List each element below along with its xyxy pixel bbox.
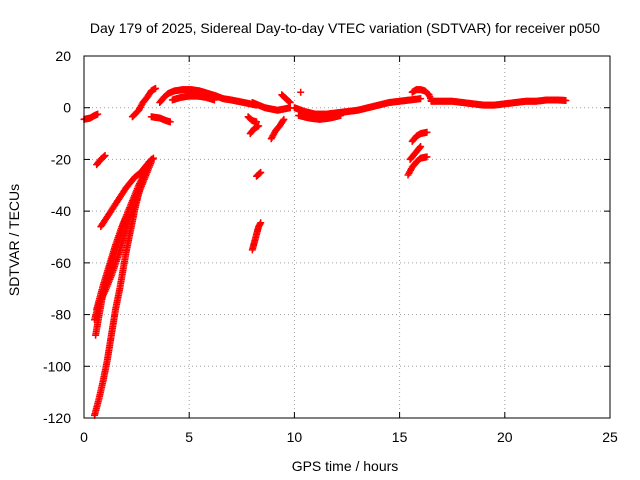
- x-tick-label: 15: [392, 429, 408, 445]
- y-tick-label: -80: [51, 307, 71, 323]
- x-tick-label: 25: [602, 429, 618, 445]
- data-point: [423, 128, 431, 136]
- series-left-start: [80, 110, 102, 123]
- series-short-drop-b: [246, 122, 263, 138]
- y-tick-label: 20: [55, 48, 71, 64]
- plot-frame: [83, 55, 611, 419]
- y-tick-label: -120: [43, 410, 71, 426]
- y-tick-label: -40: [51, 203, 71, 219]
- data-point: [147, 155, 155, 163]
- data-point: [257, 168, 265, 176]
- series-drop-16b: [404, 153, 431, 179]
- series-rise-9: [267, 115, 288, 143]
- chart-title: Day 179 of 2025, Sidereal Day-to-day VTE…: [90, 20, 600, 36]
- series-dot-10: [297, 88, 305, 96]
- x-tick-label: 5: [185, 429, 193, 445]
- series-main-band-low: [295, 111, 345, 123]
- data-point: [210, 96, 218, 104]
- series-drop-16c: [406, 143, 425, 163]
- data-point: [279, 117, 287, 125]
- data-point: [285, 98, 293, 106]
- series-mid-flat: [248, 99, 294, 114]
- series-arc-upper: [93, 152, 109, 169]
- x-axis-label: GPS time / hours: [292, 458, 399, 474]
- series-hump-lower: [168, 92, 218, 104]
- data-point: [562, 96, 570, 104]
- data-point: [256, 169, 264, 177]
- series-short-drop-a: [244, 113, 261, 126]
- x-tick-label: 0: [80, 429, 88, 445]
- data-point: [101, 152, 109, 160]
- y-tick-label: -60: [51, 255, 71, 271]
- x-tick-label: 20: [497, 429, 513, 445]
- series-short-c: [253, 168, 265, 180]
- data-point: [297, 88, 305, 96]
- data-point: [152, 84, 160, 92]
- data-point: [417, 95, 425, 103]
- series-hump: [156, 86, 261, 109]
- data-point: [94, 110, 102, 118]
- data-point: [255, 122, 263, 130]
- data-point: [417, 143, 425, 150]
- data-point: [121, 215, 129, 223]
- series-arc-bottom: [91, 155, 155, 419]
- series-arc-steep-c: [93, 215, 129, 313]
- data-point: [337, 111, 345, 119]
- data-point: [146, 156, 154, 164]
- y-axis-label: SDTVAR / TECUs: [6, 184, 22, 296]
- series-spike-9: [278, 91, 294, 107]
- series-block-16: [408, 86, 435, 104]
- data-point: [166, 118, 174, 126]
- y-tick-label: -20: [51, 151, 71, 167]
- data-point: [286, 99, 294, 107]
- x-tick-label: 10: [287, 429, 303, 445]
- series-main-band: [290, 95, 425, 118]
- data-point: [257, 219, 265, 227]
- series-late-flat: [427, 96, 570, 109]
- data-point: [280, 115, 288, 123]
- data-point: [100, 152, 108, 160]
- grid-layer: [84, 56, 610, 418]
- series-drop-16a: [408, 128, 431, 145]
- data-point: [423, 153, 431, 161]
- series-steep-mid: [248, 219, 265, 254]
- series-dip-small: [147, 113, 174, 126]
- series-arc-rise: [128, 84, 160, 121]
- data-layer: [80, 84, 570, 419]
- y-tick-label: -100: [43, 358, 71, 374]
- tick-layer: 0 5 10 15 20 25 -120 -100 -80 -60 -40 -20 0 20: [43, 48, 618, 445]
- y-tick-label: 0: [63, 100, 71, 116]
